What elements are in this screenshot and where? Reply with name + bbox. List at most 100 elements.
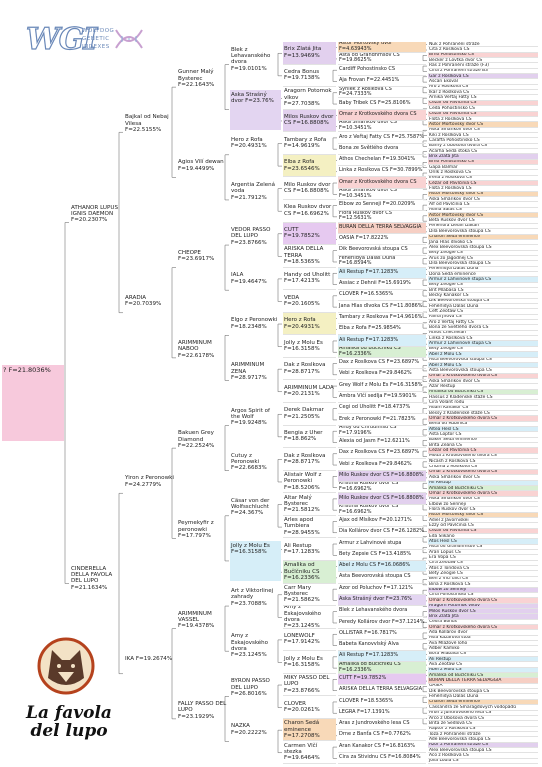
pedigree-entry: ARIMMINUM ZENA F=28.9717% — [231, 362, 267, 382]
pedigree-entry: Eda Slikano — [428, 534, 538, 540]
pedigree-entry: Alistair Wolf z Peronowki F=18.5206% — [283, 471, 336, 494]
pedigree-entry: Irena z Roslkova CS — [428, 176, 538, 182]
pedigree-entry: ARIMMINUM NABOO F=22.6178% — [178, 339, 215, 359]
pedigree-entry: Azar Restup — [428, 384, 538, 390]
pedigree-entry: Brita Zeana CS — [428, 443, 538, 449]
pedigree-entry: Jana Hlas dlvoka CS F=11.8086% — [338, 301, 426, 313]
pedigree-entry: Bajkal od Nebaj Vilesa F=22.5155% — [125, 114, 169, 134]
pedigree-entry: Drne z Banťa CS F=0.7762% — [338, 730, 426, 742]
pedigree-entry: Athos Chechelan — [428, 331, 538, 337]
pedigree-entry: Bengia z Uher F=18.862% — [283, 426, 336, 449]
pedigree-entry: Cäsar von der Wolfsschlucht F=24.367% — [231, 497, 270, 517]
pedigree-entry: Adam Kanakor CS — [428, 406, 538, 412]
pedigree-entry: Dia Kollárov dvor CS F=26.1282% — [338, 527, 426, 539]
pedigree-entry: Aro z Veřtaj Fatty CS — [428, 320, 538, 326]
pedigree-entry: Tambary z Roslkova F=14.9616% — [338, 313, 426, 325]
pedigree-entry: Omar z Krotkovského dvora CS — [428, 491, 538, 497]
pedigree-entry: Brix Zlatá Jita — [428, 154, 538, 160]
pedigree-entry: Alf od Pavlčinia CS — [428, 202, 538, 208]
pedigree-entry: Brit Mlabasa CS — [428, 288, 538, 294]
pedigree-entry: Asta Beevorovská stoupa CS — [428, 368, 538, 374]
pedigree-entry: Kristína Ruskov dvor CS F=16.6962% — [338, 505, 426, 516]
pedigree-entry: Ali Restup F=17.1283% — [283, 538, 336, 561]
pedigree-entry: Omar z Krotkovského dvora CS — [428, 469, 538, 476]
pedigree-entry: ? F=21.8036% — [2, 365, 64, 441]
pedigree-entry: Bora Mlabasa CS — [428, 652, 538, 658]
pedigree-entry: CHEOPE F=23.6917% — [178, 249, 215, 263]
pedigree-entry: Amalika od Bučlčniku CS F=16.2336% — [283, 560, 336, 584]
pedigree-entry: Aro z Roslkova CS — [428, 85, 538, 91]
pedigree-entry: ARADIA F=20.7039% — [125, 294, 162, 308]
pedigree-entry: Abel z Molu CS F=16.0686% — [338, 560, 426, 573]
pedigree-entry: ARISKA DELLA TERRA F=18.5365% — [283, 245, 336, 268]
pedigree-entry: Baby Tribek CS F=25.8106% — [338, 98, 426, 110]
pedigree-entry: Bina z Roslkova CS — [428, 582, 538, 588]
pedigree-entry: Ali Restup F=17.1283% — [338, 651, 426, 663]
pedigree-entry: Ade Beevorovská stoupa CS — [428, 737, 538, 743]
pedigree-entry: Ada Kollárov dvor — [428, 630, 538, 636]
pedigree-entry: IKA F=19.2674% — [125, 655, 173, 662]
pedigree-entry: Fehérlidya Dalas Duna — [428, 694, 538, 700]
pedigree-entry: CLOVER F=16.5365% — [338, 290, 426, 302]
pedigree-entry: ARIMMINUM LADA F=20.2131% — [283, 380, 336, 403]
pedigree-entry: OASIA F=17.8222% — [338, 234, 426, 246]
pedigree-entry: Ikar z Roslkova CS — [428, 90, 538, 96]
pedigree-entry: Amalika od Bučlčniku CS — [428, 485, 538, 492]
pedigree-entry: Bety Zeogie CS — [428, 251, 538, 256]
pedigree-entry: Vebi z Roslkova F=29.8462% — [338, 369, 426, 381]
pedigree-entry: Agios Vilí dewan F=19.4499% — [178, 159, 224, 172]
pedigree-entry: Amalika od Bučlčniku CS F=16.2336% — [338, 662, 426, 674]
pedigree-entry: CLOVER F=18.5365% — [338, 696, 426, 708]
pedigree-entry: Flora Ruskov dvor CS — [428, 507, 538, 513]
pedigree-entry: Altar Malý Bysterec F=21.5812% — [283, 493, 336, 516]
favola-text: La favola del lupo — [14, 704, 124, 740]
pedigree-entry: Cira Volant rodu — [428, 400, 538, 406]
pedigree-entry: IALA F=19.4647% — [231, 272, 267, 285]
pedigree-entry: Ceft Zeotaw CS — [428, 309, 538, 315]
pedigree-entry: Elbow zo Senneji — [428, 587, 538, 593]
pedigree-entry: Bakuen Grey Diamond F=22.2524% — [178, 430, 215, 449]
pedigree-entry: CLOVER F=20.0261% — [283, 696, 336, 719]
pedigree-entry: Gar z Roslkova CS — [428, 74, 538, 80]
pedigree-entry: Linka z Roslkova CS F=30.7899% — [338, 166, 426, 178]
pedigree-entry: Charon Sedá eminence — [428, 699, 538, 706]
pedigree-entry: Ascan Ekoval — [428, 79, 538, 85]
pedigree-entry: Cina z Pohranění stráže B3 — [428, 69, 538, 75]
pedigree-entry: Jolla Louia CS — [428, 759, 538, 764]
pedigree-entry: Charon Sedá eminence F=17.2708% — [283, 718, 336, 742]
pedigree-entry: OLLISTAR F=16.7817% — [338, 629, 426, 640]
pedigree-entry: Abel z Molu CS — [428, 667, 538, 674]
favola-line: La favola — [26, 703, 112, 723]
pedigree-entry: Fehérlidya Dalas Duna — [428, 267, 538, 272]
pedigree-entry: Charon Sedá eminence — [428, 234, 538, 240]
pedigree-entry: Dona Sedá eminence — [428, 272, 538, 278]
pedigree-entry: Chizma z Roslkova CS — [428, 465, 538, 470]
pedigree-entry: Amalika od Bučlčniku CS F=16.2336% — [338, 346, 426, 358]
pedigree-entry: Atos z Tondova CS — [428, 566, 538, 572]
pedigree-entry: Adina Salas CS — [428, 208, 538, 214]
pedigree-entry: Becky Kanakor CS — [428, 293, 538, 299]
logo-text: WOLFDOG GENETIC INDEXES — [82, 27, 114, 51]
pedigree-entry: Asta Beevorovská stoupa CS — [338, 572, 426, 584]
pedigree-entry: Assiac z Dehnii F=15.6919% — [338, 279, 426, 291]
pedigree-entry: Armur z Lahvinové stupa — [338, 538, 426, 550]
pedigree-entry: Flota z Roslkova CS — [428, 186, 538, 192]
pedigree-entry: Ali Restup — [428, 657, 538, 663]
pedigree-entry: Astor Mořtovský dvor CS — [428, 122, 538, 128]
pedigree-entry: Dax z Roslkova CS F=23.6897% — [338, 448, 426, 460]
pedigree-entry: Aragorn Potomok vlkov — [428, 603, 538, 609]
pedigree-entry: Cira za Stividnu CS F=16.8084% — [338, 753, 426, 764]
pedigree-entry: Moda z Krotkovského dvora CS — [428, 454, 538, 460]
pedigree-entry: Elba z Rofa F=25.9854% — [338, 324, 426, 336]
pedigree-entry: Dila Beevorovská stoupa CS — [428, 261, 538, 267]
pedigree-entry: Armur z Lahvinové stupa CS — [428, 341, 538, 347]
pedigree-entry: Aska Śmárikov dvor CS — [428, 379, 538, 385]
pedigree-entry: Ali Restup F=17.1283% — [338, 267, 426, 279]
pedigree-entry: Era Vopa CS — [428, 555, 538, 561]
pedigree-entry: Hero z Rofa F=20.4931% — [231, 136, 267, 150]
pedigree-entry: Altea Hesl CS — [428, 427, 538, 433]
pedigree-entry: Ambra Vlčí sedlja F=19.5901% — [338, 392, 426, 403]
pedigree-entry: Arus zo Jagodnej CS — [428, 256, 538, 262]
pedigree-entry: Cézar od Pavlčinia CS — [428, 528, 538, 535]
pedigree-entry: Hero z Rofa F=20.4931% — [283, 312, 336, 336]
